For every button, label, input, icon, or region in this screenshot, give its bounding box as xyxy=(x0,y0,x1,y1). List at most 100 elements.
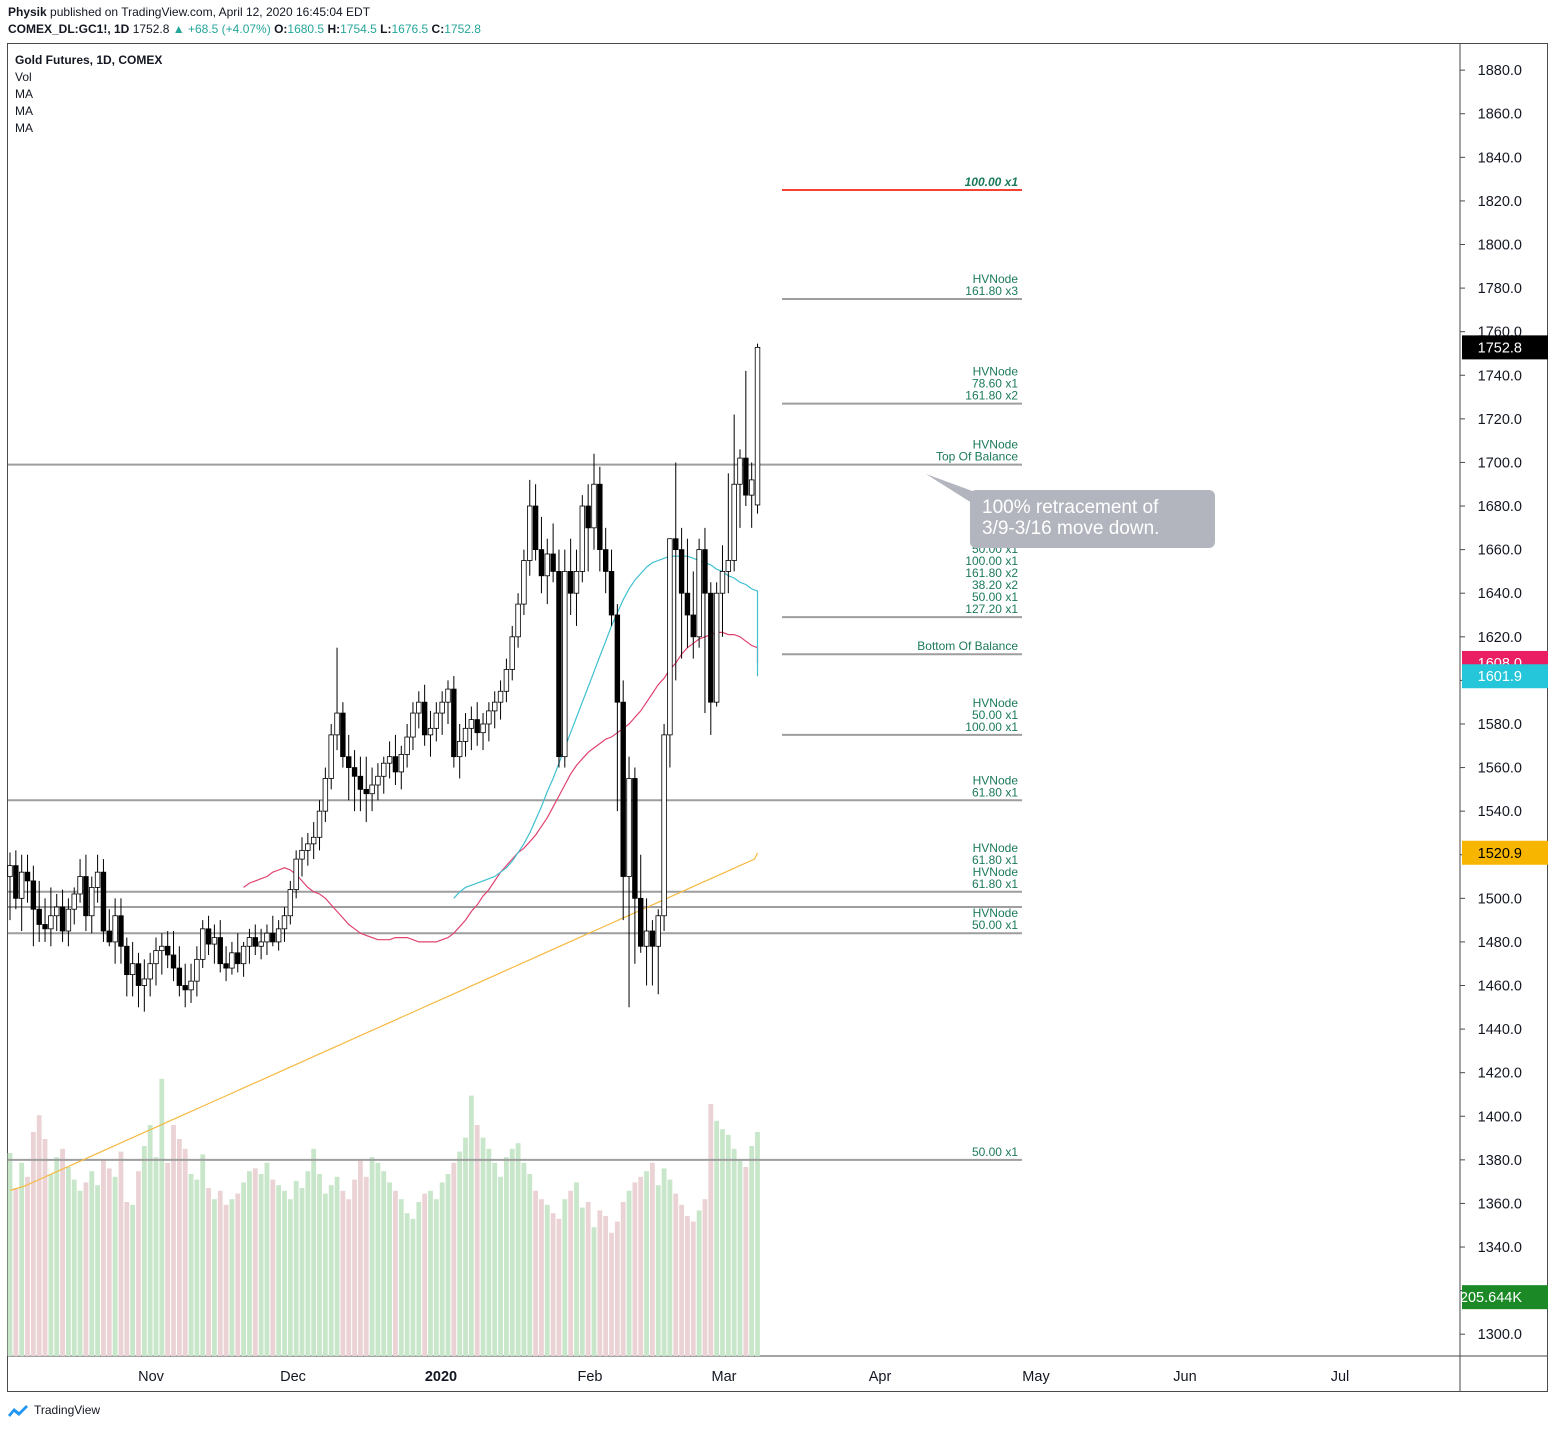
price-badge xyxy=(1462,664,1548,689)
volume-bar xyxy=(83,1182,89,1356)
volume-bar xyxy=(141,1146,147,1356)
volume-bar xyxy=(509,1148,515,1356)
x-tick-label: Jul xyxy=(1331,1369,1350,1385)
chart-frame[interactable] xyxy=(7,43,1548,1392)
legend-item-ma-2[interactable]: MA xyxy=(15,104,33,118)
candle-body xyxy=(562,571,568,758)
author-name[interactable]: Physik xyxy=(8,5,47,19)
candle-body xyxy=(521,560,527,605)
volume-bar xyxy=(550,1213,556,1356)
volume-bar xyxy=(381,1171,387,1356)
candle-body xyxy=(667,538,673,736)
volume-bar xyxy=(632,1182,638,1356)
candle-body xyxy=(357,775,364,790)
x-tick-label: Mar xyxy=(712,1369,737,1385)
y-tick-label: 1780.0 xyxy=(1478,281,1522,297)
x-tick-label: Nov xyxy=(138,1369,165,1385)
volume-bar xyxy=(247,1171,252,1356)
chart-legend: Gold Futures, 1D, COMEX Vol MA MA MA xyxy=(15,52,162,137)
level-label: 50.00 x1 xyxy=(972,918,1018,932)
y-tick-label: 1680.0 xyxy=(1478,499,1522,515)
candle-body xyxy=(392,756,399,773)
price-badge-label: 1520.9 xyxy=(1478,846,1522,862)
candle-body xyxy=(585,505,591,529)
volume-bar xyxy=(235,1193,241,1356)
candle-body xyxy=(538,549,545,577)
volume-bar xyxy=(264,1162,270,1356)
candle-body xyxy=(164,945,171,956)
volume-bar xyxy=(416,1202,422,1356)
candle-body xyxy=(386,756,393,764)
volume-bar xyxy=(562,1199,568,1356)
volume-bar xyxy=(679,1204,684,1356)
y-tick-label: 1540.0 xyxy=(1478,804,1522,820)
volume-bar xyxy=(282,1190,287,1356)
volume-bar xyxy=(696,1210,702,1356)
candle-body xyxy=(731,483,737,561)
level-label: 161.80 x3 xyxy=(965,284,1018,298)
open-value: 1680.5 xyxy=(287,22,325,36)
candle-body xyxy=(410,712,416,738)
volume-bar xyxy=(527,1174,533,1356)
volume-bar xyxy=(480,1137,486,1356)
volume-bar xyxy=(30,1132,36,1356)
volume-bar xyxy=(743,1167,749,1356)
candle-body xyxy=(509,636,515,670)
candle-body xyxy=(77,876,83,895)
volume-bar xyxy=(755,1132,760,1356)
volume-bar xyxy=(229,1199,235,1356)
legend-item-ma-3[interactable]: MA xyxy=(15,121,33,135)
volume-bar xyxy=(276,1185,282,1356)
volume-bar xyxy=(171,1125,176,1356)
candle-body xyxy=(258,941,264,947)
candle-body xyxy=(620,701,626,877)
candle-body xyxy=(36,908,42,925)
volume-bar xyxy=(463,1137,468,1356)
volume-bar xyxy=(188,1174,194,1356)
y-tick-label: 1460.0 xyxy=(1478,979,1522,995)
level-label: HVNode xyxy=(973,865,1019,879)
price-badge xyxy=(1462,335,1548,360)
candle-body xyxy=(416,701,422,714)
volume-bar xyxy=(130,1204,136,1356)
candle-body xyxy=(451,688,457,758)
tradingview-logo[interactable]: TradingView xyxy=(6,1403,100,1417)
annotation-box xyxy=(970,490,1215,548)
candle-body xyxy=(310,836,317,845)
volume-bar xyxy=(165,1162,171,1356)
candle-body xyxy=(602,549,609,572)
volume-bar xyxy=(597,1210,603,1356)
volume-bar xyxy=(690,1221,696,1356)
candle-body xyxy=(211,937,218,945)
volume-bar xyxy=(182,1148,188,1356)
candle-body xyxy=(135,963,142,986)
volume-bar xyxy=(19,1162,25,1356)
candle-body xyxy=(567,571,574,594)
legend-item-ma-1[interactable]: MA xyxy=(15,87,33,101)
candle-body xyxy=(649,930,656,947)
y-tick-label: 1800.0 xyxy=(1478,238,1522,254)
volume-bar xyxy=(492,1162,498,1356)
candle-body xyxy=(182,985,188,991)
level-label: HVNode xyxy=(973,438,1019,452)
volume-bar xyxy=(714,1120,720,1356)
candle-body xyxy=(643,930,650,947)
volume-bar xyxy=(200,1154,206,1356)
legend-item-vol[interactable]: Vol xyxy=(15,70,32,84)
y-tick-label: 1300.0 xyxy=(1478,1327,1522,1343)
legend-title[interactable]: Gold Futures, 1D, COMEX xyxy=(15,53,163,67)
candle-body xyxy=(684,592,691,616)
candle-body xyxy=(381,762,387,777)
candle-body xyxy=(334,712,340,736)
volume-bar xyxy=(708,1104,714,1356)
candle-body xyxy=(200,928,206,960)
candle-body xyxy=(363,788,369,795)
x-tick-label: Feb xyxy=(578,1369,603,1385)
price-badge xyxy=(1462,840,1548,865)
candle-body xyxy=(708,592,714,703)
volume-bar xyxy=(650,1162,655,1356)
candle-body xyxy=(421,701,428,736)
candle-body xyxy=(550,553,556,572)
volume-bar xyxy=(404,1213,410,1356)
